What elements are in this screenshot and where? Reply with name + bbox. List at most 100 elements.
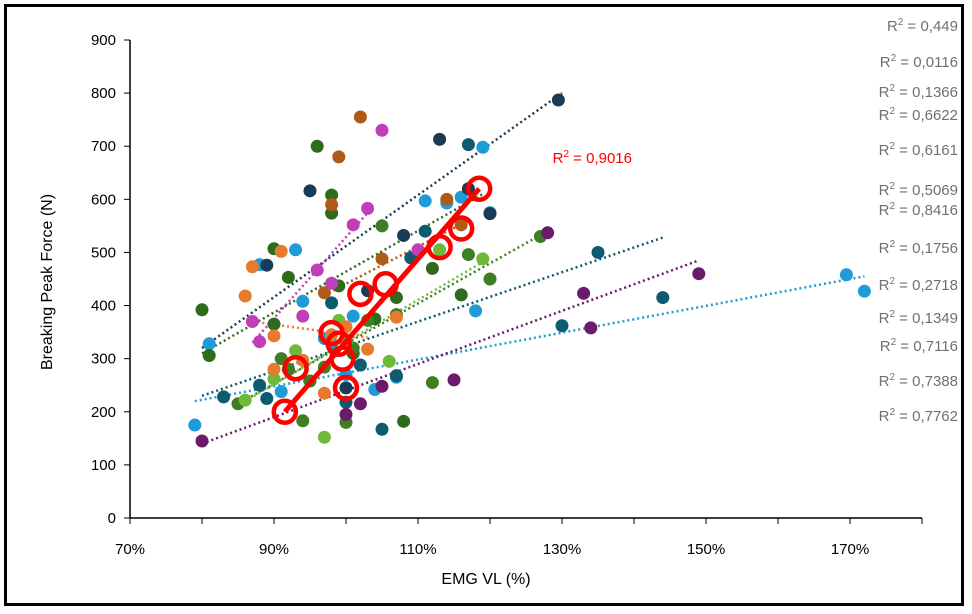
mean-point	[372, 271, 399, 298]
y-tick-label: 200	[91, 404, 116, 421]
data-point-series-0	[296, 294, 310, 308]
data-point-series-2	[260, 258, 274, 272]
data-point-series-6	[317, 386, 331, 400]
trendline-5	[244, 256, 491, 403]
data-point-series-8	[310, 263, 324, 277]
chart-frame	[4, 4, 964, 606]
data-point-series-5	[433, 243, 447, 257]
y-tick-label: 400	[91, 298, 116, 315]
data-point-series-2	[433, 132, 447, 146]
data-point-series-9	[447, 373, 461, 387]
r2-label-7: R2 = 0,1756	[879, 239, 958, 257]
data-point-series-4	[296, 414, 310, 428]
data-point-series-1	[260, 392, 274, 405]
data-point-series-1	[325, 296, 339, 310]
data-point-series-3	[195, 303, 209, 317]
data-point-series-1	[656, 291, 670, 305]
r2-label-3: R2 = 0,6622	[879, 106, 958, 124]
trendlines	[194, 92, 865, 445]
mean-point	[332, 374, 360, 402]
r2-label-4: R2 = 0,6161	[879, 141, 958, 159]
data-point-series-1	[389, 369, 403, 383]
data-point-series-0	[188, 418, 202, 432]
data-point-series-3	[267, 317, 281, 331]
x-tick-label: 110%	[399, 541, 436, 558]
data-point-series-1	[418, 224, 432, 238]
data-point-series-2	[339, 381, 353, 395]
data-point-series-4	[375, 219, 389, 233]
r2-label-0: R2 = 0,449	[887, 17, 958, 35]
data-point-series-8	[375, 123, 389, 137]
data-point-series-8	[253, 335, 267, 349]
data-point-series-0	[839, 268, 853, 282]
r2-label-2: R2 = 0,1366	[879, 83, 958, 101]
data-point-series-9	[353, 397, 367, 411]
data-point-series-1	[591, 245, 605, 259]
data-point-series-2	[397, 228, 411, 242]
y-tick-label: 300	[91, 351, 116, 368]
r2-label-1: R2 = 0,0116	[880, 53, 958, 71]
data-point-series-0	[418, 194, 432, 208]
data-point-series-9	[541, 226, 555, 240]
data-point-series-6	[245, 260, 259, 274]
x-tick-label: 90%	[259, 541, 289, 558]
y-tick-label: 0	[108, 510, 116, 527]
data-point-series-0	[476, 140, 490, 154]
data-point-series-7	[375, 252, 389, 266]
y-tick-label: 500	[91, 244, 116, 261]
data-point-series-8	[325, 276, 339, 290]
r2-label-10: R2 = 0,7116	[880, 337, 958, 355]
data-point-series-5	[238, 393, 252, 407]
data-point-series-2	[303, 184, 317, 198]
r2-labels: R2 = 0,449 R2 = 0,0116 R2 = 0,1366 R2 = 0,6…	[553, 17, 958, 425]
tick-labels: 0 100 200 300 400 500 600 700 800 900 70% 90% 110% 13…	[91, 32, 869, 558]
axes	[124, 39, 923, 524]
data-point-series-5	[382, 354, 396, 368]
data-point-series-3	[397, 414, 411, 428]
r2-label-6: R2 = 0,8416	[879, 201, 958, 219]
data-point-series-6	[274, 244, 288, 258]
data-point-series-3	[310, 139, 324, 153]
data-point-series-5	[317, 430, 331, 444]
data-point-series-8	[245, 314, 259, 328]
x-axis-title: EMG VL (%)	[441, 571, 530, 588]
data-point-series-1	[555, 319, 569, 333]
y-tick-label: 900	[91, 32, 116, 49]
mean-point	[325, 330, 353, 358]
data-point-series-8	[361, 201, 375, 215]
data-point-series-7	[454, 218, 468, 232]
data-point-series-8	[296, 309, 310, 323]
data-point-series-6	[267, 329, 281, 343]
data-point-series-0	[274, 385, 288, 399]
data-points	[188, 93, 871, 448]
mean-point	[447, 215, 475, 242]
x-tick-label: 130%	[543, 541, 581, 558]
y-tick-label: 800	[91, 85, 116, 102]
data-point-series-0	[289, 243, 303, 257]
data-point-series-5	[267, 372, 281, 386]
data-point-series-0	[346, 309, 360, 323]
trendline-9	[201, 259, 700, 445]
data-point-series-7	[332, 150, 346, 164]
data-point-series-7	[353, 110, 367, 124]
data-point-series-3	[202, 348, 216, 362]
data-point-series-3	[454, 288, 468, 302]
data-point-series-1	[217, 390, 231, 404]
y-tick-label: 700	[91, 138, 116, 155]
data-point-series-9	[375, 379, 389, 393]
data-point-series-1	[353, 358, 367, 372]
data-point-series-0	[469, 304, 483, 318]
data-point-series-1	[253, 378, 267, 392]
x-tick-label: 150%	[687, 541, 725, 558]
mean-point	[271, 398, 299, 426]
data-point-series-3	[281, 270, 295, 284]
trendline-4	[237, 230, 549, 405]
data-point-series-9	[339, 407, 353, 421]
mean-trendline	[282, 187, 482, 414]
trendline-0	[194, 275, 865, 403]
y-axis-title: Breaking Peak Force (N)	[39, 194, 56, 370]
mean-point	[426, 233, 453, 261]
data-point-series-9	[577, 286, 591, 300]
data-point-series-2	[551, 93, 565, 107]
data-point-series-2	[483, 207, 497, 221]
